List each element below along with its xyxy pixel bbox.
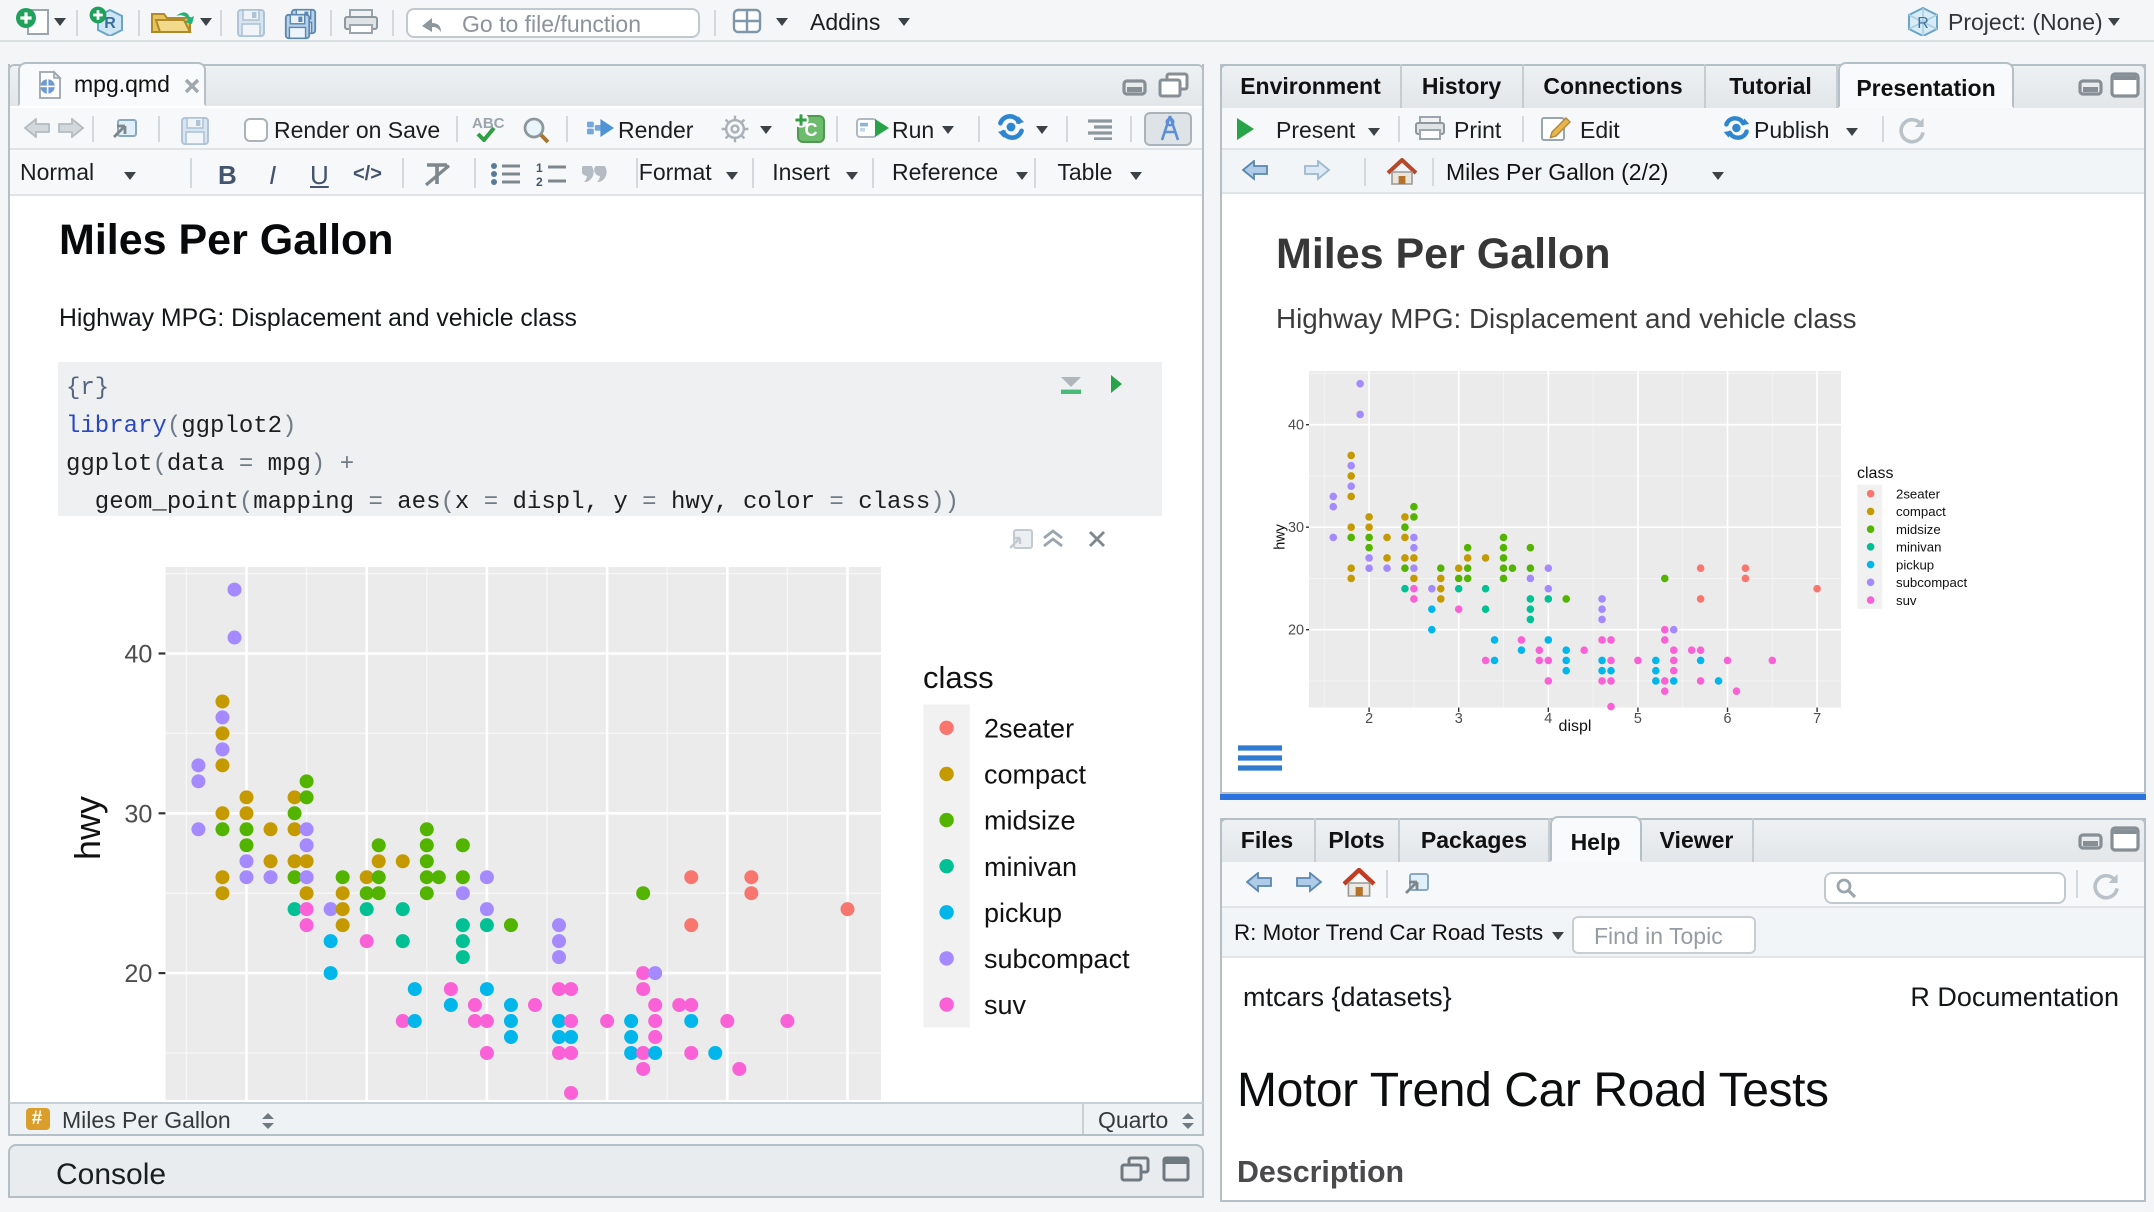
svg-text:2seater: 2seater <box>984 713 1074 743</box>
svg-text:20: 20 <box>124 960 152 988</box>
svg-text:30: 30 <box>1288 520 1304 536</box>
svg-text:4: 4 <box>1544 711 1552 727</box>
svg-text:pickup: pickup <box>984 898 1062 928</box>
svg-text:midsize: midsize <box>1896 522 1941 537</box>
svg-text:40: 40 <box>124 641 152 669</box>
svg-text:minivan: minivan <box>1896 540 1941 555</box>
svg-text:40: 40 <box>1288 418 1304 434</box>
svg-text:7: 7 <box>1813 711 1821 727</box>
svg-text:20: 20 <box>1288 623 1304 639</box>
svg-text:pickup: pickup <box>1896 557 1934 572</box>
svg-text:suv: suv <box>1896 593 1917 608</box>
svg-text:compact: compact <box>984 760 1087 790</box>
svg-text:5: 5 <box>1634 711 1642 727</box>
svg-text:30: 30 <box>124 800 152 828</box>
svg-text:subcompact: subcompact <box>1896 575 1967 590</box>
svg-text:6: 6 <box>1723 711 1731 727</box>
svg-text:class: class <box>923 660 994 695</box>
svg-text:R: R <box>1917 15 1929 32</box>
svg-text:3: 3 <box>1455 711 1463 727</box>
svg-text:displ: displ <box>1559 718 1592 735</box>
svg-text:suv: suv <box>984 990 1027 1020</box>
svg-text:2: 2 <box>1365 711 1373 727</box>
svg-text:2: 2 <box>536 174 543 185</box>
svg-text:R: R <box>104 15 116 32</box>
svg-text:subcompact: subcompact <box>984 944 1130 974</box>
svg-text:ABC: ABC <box>472 115 505 132</box>
svg-text:compact: compact <box>1896 504 1946 519</box>
svg-text:class: class <box>1857 465 1893 482</box>
svg-text:hwy: hwy <box>67 796 108 860</box>
svg-text:midsize: midsize <box>984 806 1076 836</box>
svg-text:C: C <box>805 120 818 140</box>
svg-text:hwy: hwy <box>1273 523 1289 549</box>
svg-text:minivan: minivan <box>984 852 1077 882</box>
svg-text:1: 1 <box>536 161 543 174</box>
svg-text:2seater: 2seater <box>1896 487 1941 502</box>
